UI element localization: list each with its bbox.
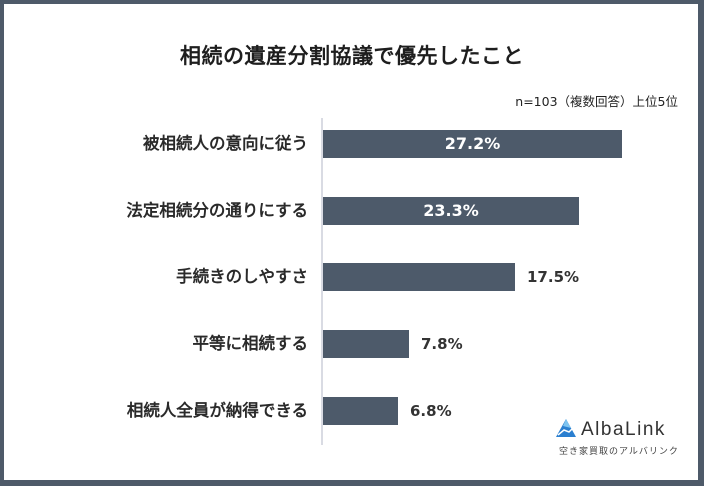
bar: 23.3% [323, 197, 579, 225]
bar [323, 263, 515, 291]
category-label: 相続人全員が納得できる [126, 401, 308, 420]
logo-tagline: 空き家買取のアルバリンク [559, 447, 679, 457]
logo-name: AlbaLink [581, 419, 666, 440]
chart-title: 相続の遺産分割協議で優先したこと [180, 44, 524, 68]
bar-row: 被相続人の意向に従う 27.2% [0, 130, 704, 158]
bar [323, 397, 398, 425]
value-label: 17.5% [527, 268, 580, 286]
value-label: 7.8% [421, 335, 463, 353]
category-label: 被相続人の意向に従う [143, 134, 308, 153]
sample-note: n=103（複数回答）上位5位 [515, 94, 678, 109]
value-label: 6.8% [410, 402, 452, 420]
category-label: 法定相続分の通りにする [126, 201, 308, 220]
triangle-logo-icon [555, 418, 577, 442]
value-label: 27.2% [444, 134, 501, 153]
bar [323, 330, 409, 358]
y-axis-line [321, 118, 323, 445]
bar-row: 相続人全員が納得できる 6.8% [0, 397, 704, 425]
bar-row: 手続きのしやすさ 17.5% [0, 263, 704, 291]
bar: 27.2% [323, 130, 622, 158]
albalink-logo: AlbaLink 空き家買取のアルバリンク [555, 418, 685, 457]
category-label: 手続きのしやすさ [176, 267, 308, 286]
bar-row: 平等に相続する 7.8% [0, 330, 704, 358]
category-label: 平等に相続する [192, 334, 309, 353]
value-label: 23.3% [423, 201, 479, 220]
bar-row: 法定相続分の通りにする 23.3% [0, 197, 704, 225]
